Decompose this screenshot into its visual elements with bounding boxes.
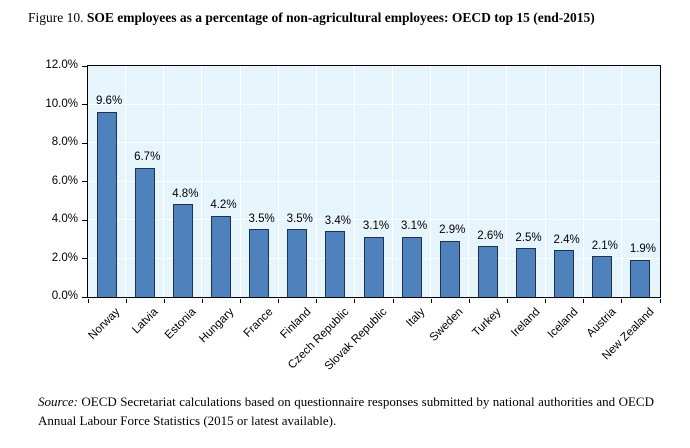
bar-iceland (554, 250, 575, 297)
y-axis-label: 8.0% (51, 136, 78, 148)
bar-chart: 9.6% Norway 6.7% Latvia 4.8% Estonia 4.2% Hunga… (0, 52, 690, 382)
bar-austria (592, 256, 613, 297)
gridline-vertical (239, 65, 241, 297)
bar-value-label: 6.7% (134, 151, 161, 164)
x-axis-tick (354, 299, 356, 303)
gridline-vertical (430, 65, 432, 297)
gridline-horizontal (87, 142, 660, 143)
gridline-vertical (506, 65, 508, 297)
bar-value-label: 2.5% (515, 231, 542, 244)
gridline-horizontal (87, 180, 660, 182)
gridline-vertical (125, 65, 127, 297)
bar-value-label: 1.9% (629, 243, 657, 256)
bar-value-label: 3.4% (324, 214, 351, 227)
x-axis-tick (87, 299, 89, 303)
bar-norway (96, 111, 117, 297)
bar-value-label: 3.1% (362, 220, 390, 233)
y-axis-tick (82, 65, 87, 67)
y-axis-tick (82, 296, 87, 298)
bar-value-label: 3.5% (248, 212, 275, 225)
bar-estonia (172, 204, 193, 297)
bar-ireland (516, 248, 537, 297)
gridline-vertical (582, 65, 584, 297)
x-axis-tick (392, 299, 394, 303)
y-axis-label: 2.0% (51, 251, 78, 264)
bar-value-label: 2.1% (591, 239, 618, 252)
bar-value-label: 2.6% (477, 229, 504, 242)
y-axis-tick (82, 142, 87, 144)
gridline-vertical (544, 65, 546, 297)
x-axis-tick (316, 299, 318, 303)
bar-latvia (134, 167, 155, 297)
bar-france (249, 229, 270, 297)
gridline-vertical (201, 65, 203, 297)
bar-new-zealand (630, 259, 651, 297)
bar-sweden (439, 240, 460, 297)
x-axis-tick (278, 299, 280, 303)
x-axis-tick (125, 299, 127, 303)
y-axis-label: 0.0% (51, 290, 78, 302)
y-axis-label: 6.0% (51, 174, 78, 187)
y-axis-tick (82, 181, 87, 182)
x-axis-tick (430, 299, 432, 303)
x-axis-tick (163, 299, 165, 303)
bar-value-label: 9.6% (95, 95, 123, 108)
gridline-vertical (353, 65, 355, 297)
figure-label: Figure 10. (28, 10, 84, 25)
y-axis-label: 10.0% (45, 97, 78, 110)
x-axis-tick (583, 299, 585, 303)
x-axis-tick (240, 299, 242, 303)
source-text: OECD Secretariat calculations based on q… (38, 394, 654, 428)
bar-hungary (210, 215, 231, 297)
x-axis-tick (545, 299, 547, 303)
x-axis-tick (506, 299, 508, 303)
y-axis-tick (82, 258, 87, 259)
bar-value-label: 3.1% (401, 220, 428, 233)
gridline-vertical (392, 65, 394, 297)
gridline-vertical (315, 65, 317, 297)
bar-finland (287, 229, 308, 297)
bar-italy (401, 236, 422, 297)
gridline-horizontal (87, 103, 660, 105)
bar-czech-republic (325, 231, 346, 297)
bar-value-label: 2.4% (553, 233, 580, 246)
x-axis-tick (659, 299, 661, 303)
bar-value-label: 2.9% (439, 224, 466, 237)
gridline-horizontal (87, 219, 660, 220)
gridline-vertical (620, 65, 622, 297)
source-note: Source: OECD Secretariat calculations ba… (38, 392, 654, 430)
gridline-vertical (277, 65, 279, 297)
bar-value-label: 4.8% (172, 187, 199, 200)
y-axis-label: 12.0% (45, 59, 78, 71)
y-axis-tick (82, 219, 87, 221)
y-axis-label: 4.0% (51, 213, 78, 225)
bar-value-label: 3.5% (286, 212, 313, 225)
x-axis-tick (201, 299, 203, 303)
bar-turkey (477, 246, 498, 297)
source-label: Source: (38, 394, 78, 409)
gridline-vertical (163, 65, 165, 297)
plot-area (86, 64, 661, 298)
x-axis-tick (621, 299, 623, 303)
bar-value-label: 4.2% (210, 199, 237, 212)
x-axis-tick (468, 299, 470, 303)
bar-slovak-republic (363, 236, 384, 297)
gridline-vertical (468, 65, 470, 297)
y-axis-tick (82, 104, 87, 105)
figure-title: Figure 10. SOE employees as a percentage… (28, 9, 684, 27)
figure-title-text: SOE employees as a percentage of non-agr… (86, 10, 595, 25)
